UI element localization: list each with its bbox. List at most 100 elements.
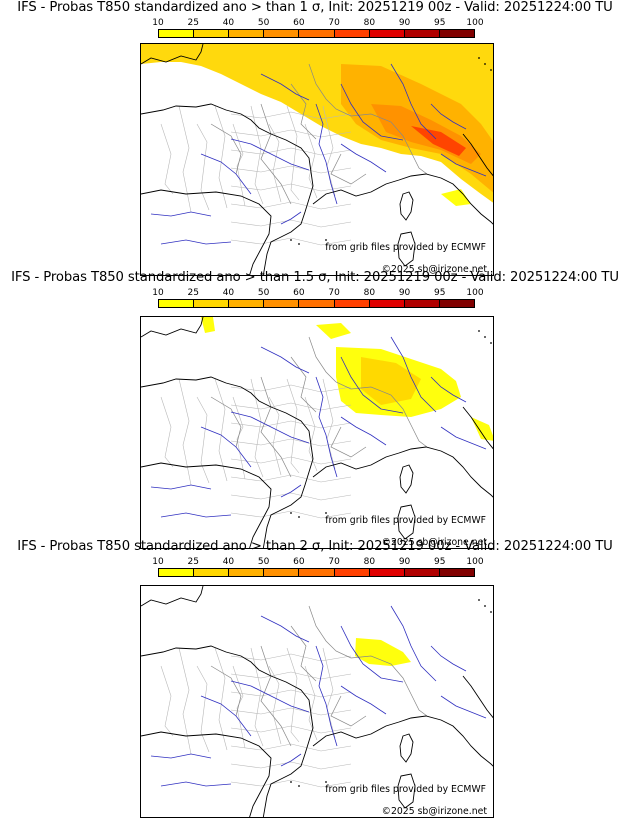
coastline <box>141 317 204 338</box>
department-line <box>232 123 246 207</box>
probability-area <box>201 317 215 333</box>
river-line <box>150 753 212 759</box>
department-line <box>230 165 352 174</box>
colorbar-segment <box>159 569 195 576</box>
river-line <box>390 336 437 413</box>
island-dot <box>298 516 300 518</box>
river-line <box>280 753 302 767</box>
river-line <box>150 484 212 490</box>
department-line <box>230 707 352 716</box>
department-line <box>230 219 352 228</box>
coastline <box>462 406 493 450</box>
country-border <box>308 605 428 717</box>
panel-title: IFS - Probas T850 standardized ano > tha… <box>17 539 613 554</box>
probability-area <box>441 189 471 206</box>
colorbar-tick-label: 50 <box>257 288 270 298</box>
department-line <box>230 384 352 393</box>
colorbar-segment <box>299 30 335 37</box>
river-line <box>280 484 302 498</box>
map-graphic <box>141 44 493 275</box>
colorbar-tick-label: 60 <box>293 288 305 298</box>
probability-area <box>471 417 493 441</box>
probability-map[interactable]: from grib files provided by ECMWF ©2025 … <box>140 585 494 818</box>
colorbar-segment <box>439 569 474 576</box>
colorbar-segment <box>334 30 370 37</box>
colorbar-tick-label: 90 <box>398 18 411 28</box>
colorbar-tick-label: 100 <box>466 18 484 28</box>
colorbar-tick-label: 10 <box>152 557 164 567</box>
coastline <box>312 715 493 767</box>
department-line <box>230 183 352 192</box>
colorbar-tick-label: 70 <box>328 18 340 28</box>
river-line <box>160 239 232 245</box>
sardinia-island <box>397 773 416 809</box>
river-line <box>340 143 387 173</box>
river-line <box>260 73 310 101</box>
colorbar-tick-label: 25 <box>187 557 199 567</box>
probability-map[interactable]: from grib files provided by ECMWF ©2025 … <box>140 43 494 276</box>
colorbar-tick-label: 40 <box>222 288 235 298</box>
colorbar-segment <box>369 569 405 576</box>
colorbar-tick-label: 100 <box>466 557 484 567</box>
department-line <box>230 237 352 246</box>
colorbar-segment <box>229 569 265 576</box>
colorbar-tick-label: 90 <box>398 557 411 567</box>
coastline <box>312 173 493 225</box>
country-border <box>210 396 242 448</box>
colorbar-tick-label: 80 <box>363 288 376 298</box>
panel-title: IFS - Probas T850 standardized ano > tha… <box>11 270 619 285</box>
colorbar-segment <box>369 300 405 307</box>
department-line <box>230 111 352 120</box>
colorbar-tick-label: 70 <box>328 288 340 298</box>
river-line <box>280 211 302 225</box>
department-line <box>160 665 174 737</box>
island-dot <box>478 599 480 601</box>
coastline <box>141 103 314 275</box>
department-line <box>230 743 352 752</box>
department-line <box>230 420 352 429</box>
colorbar-tick-label: 10 <box>152 18 164 28</box>
department-line <box>322 105 336 197</box>
coastline <box>141 376 314 548</box>
colorbar-segment <box>334 569 370 576</box>
river-line <box>440 153 487 177</box>
colorbar-tick-label: 90 <box>398 288 411 298</box>
island-dot <box>325 512 327 514</box>
colorbar-ticks: 10 25 40 50 60 70 80 90 95 100 <box>152 288 483 298</box>
river-line <box>230 680 310 713</box>
country-border <box>290 356 317 413</box>
colorbar-tick-label: 25 <box>187 288 199 298</box>
river-line <box>390 605 437 682</box>
colorbar-segment <box>264 569 300 576</box>
river-line <box>315 645 338 747</box>
colorbar-tick-label: 50 <box>257 18 270 28</box>
colorbar-tick-label: 50 <box>257 557 270 567</box>
island-dot <box>490 342 492 344</box>
forecast-panel-1: IFS - Probas T850 standardized ano > tha… <box>0 0 630 276</box>
colorbar <box>158 568 475 577</box>
department-boundaries <box>160 647 352 788</box>
coastline <box>462 133 493 177</box>
river-line <box>160 512 232 518</box>
colorbar-segment <box>159 30 195 37</box>
department-line <box>322 647 336 739</box>
department-boundaries <box>160 105 352 246</box>
department-line <box>304 665 318 741</box>
coastline <box>141 462 272 548</box>
probability-area <box>411 126 466 156</box>
river-line <box>440 426 487 450</box>
colorbar-segment <box>229 300 265 307</box>
island-dot <box>298 785 300 787</box>
colorbar-segment <box>194 30 230 37</box>
colorbar-tick-label: 60 <box>293 557 305 567</box>
river-line <box>430 645 467 672</box>
department-line <box>230 147 352 156</box>
country-border <box>260 103 292 205</box>
department-line <box>230 779 352 788</box>
colorbar-segment <box>299 569 335 576</box>
colorbar-segment <box>404 300 440 307</box>
island-dot <box>490 611 492 613</box>
country-border <box>330 426 367 458</box>
panel-title: IFS - Probas T850 standardized ano > tha… <box>17 0 613 15</box>
probability-map[interactable]: from grib files provided by ECMWF ©2025 … <box>140 316 494 549</box>
